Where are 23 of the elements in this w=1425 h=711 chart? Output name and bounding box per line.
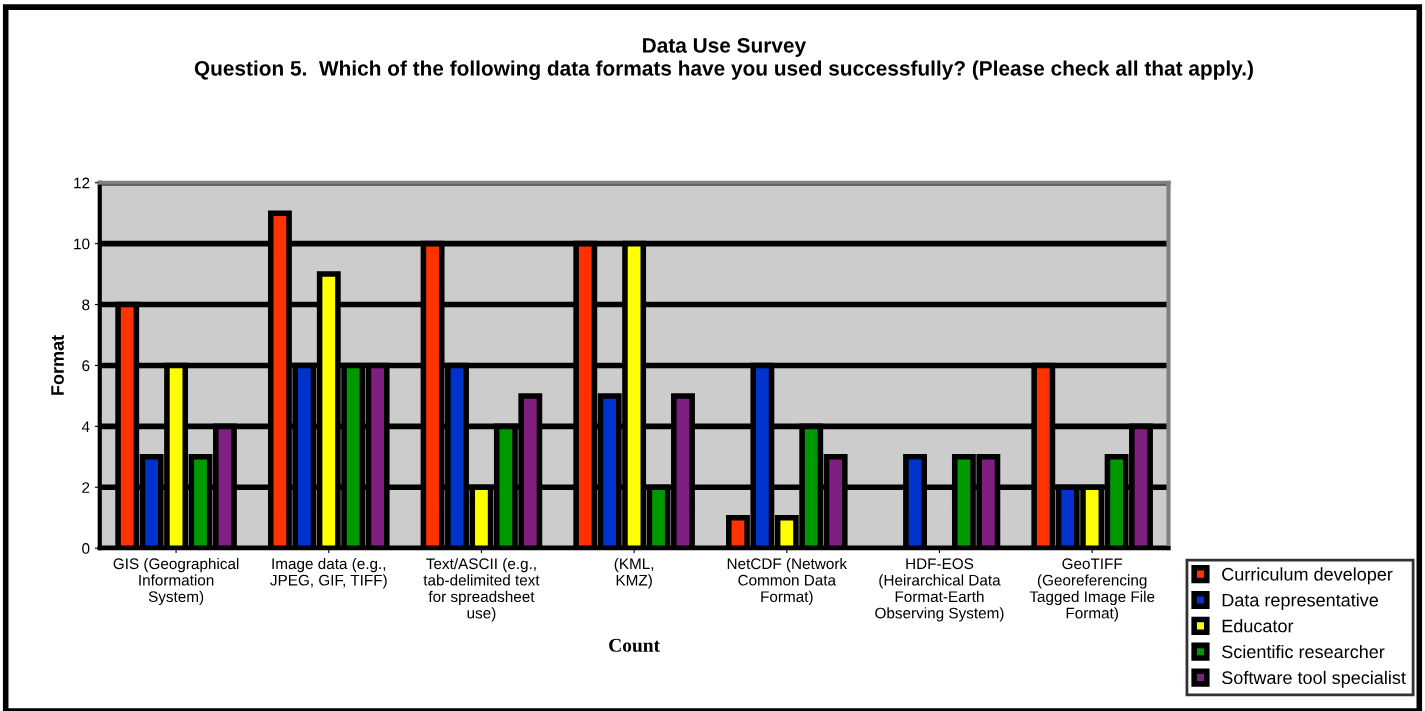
x-tick-label: Text/ASCII (e.g., tab-delimited text for spreadsheet use) <box>423 557 540 622</box>
y-tick-label: 12 <box>74 177 90 189</box>
legend-label: Educator <box>1222 619 1294 633</box>
y-tick-label: 8 <box>82 299 90 311</box>
y-tick-label: 4 <box>81 421 90 432</box>
x-tick-label: GIS (Geographical Information System) <box>113 557 239 606</box>
legend-label: Curriculum developer <box>1222 567 1393 585</box>
x-axis-title: Count <box>609 638 660 652</box>
chart-title: Data Use Survey <box>643 38 807 57</box>
y-tick-label: 2 <box>82 482 90 493</box>
y-axis-title: Format <box>51 335 64 395</box>
legend-label: Scientific researcher <box>1222 644 1385 659</box>
x-tick-label: HDF-EOS (Heirarchical Data Format-Earth Observing System) <box>875 558 1004 622</box>
y-tick-label: 0 <box>82 543 90 554</box>
x-tick-label: (KML, KMZ) <box>614 557 654 589</box>
chart-subtitle: Question 5. Which of the following data formats have you used successfully? (Please check all that apply.) <box>194 60 1253 80</box>
x-tick-label: NetCDF (Network Common Data Format) <box>727 557 848 606</box>
legend-label: Data representative <box>1222 593 1379 611</box>
y-tick-label: 10 <box>74 238 90 250</box>
y-tick-label: 6 <box>82 360 90 372</box>
x-tick-label: GeoTIFF (Georeferencing Tagged Image File Format) <box>1029 558 1155 622</box>
x-tick-label: Image data (e.g., JPEG, GIF, TIFF) <box>270 557 387 589</box>
legend-label: Software tool specialist <box>1222 670 1406 688</box>
